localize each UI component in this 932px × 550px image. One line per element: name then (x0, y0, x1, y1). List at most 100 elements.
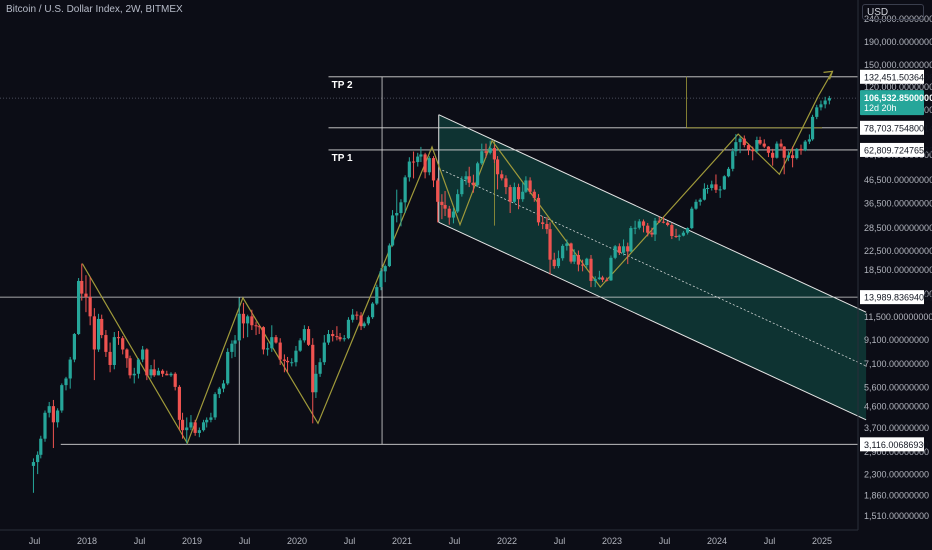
y-tick-label: 1,510.00000000 (864, 511, 929, 521)
candle-body (779, 143, 783, 147)
candle-body (254, 325, 258, 327)
candle-body (731, 151, 735, 169)
candle-body (326, 334, 331, 343)
candle-body (666, 222, 670, 226)
candle-body (686, 228, 690, 233)
candle-body (589, 258, 593, 281)
x-tick-label: Jul (134, 536, 146, 546)
candle-body (795, 148, 799, 159)
candle-body (694, 201, 698, 209)
level-price-label: 132,451.50364063 (864, 72, 932, 82)
x-tick-label: Jul (239, 536, 251, 546)
candle-body (532, 191, 536, 198)
candle-body (548, 229, 552, 260)
candle-body (411, 161, 416, 163)
x-tick-label: Jul (449, 536, 461, 546)
candle-body (395, 213, 399, 216)
candle-body (274, 337, 278, 343)
candle-body (314, 373, 318, 393)
candle-body (657, 220, 661, 222)
level-price-badge[interactable] (860, 290, 924, 305)
candle-body (201, 422, 206, 431)
candle-body (100, 318, 104, 336)
candle-body (807, 139, 811, 142)
candle-body (351, 314, 355, 320)
candle-body (755, 140, 759, 152)
candle-body (290, 362, 294, 364)
level-price-label: 3,116.00686930 (864, 440, 928, 450)
channel-lower-line[interactable] (438, 221, 867, 421)
candle-body (342, 338, 346, 340)
currency-button[interactable]: USD (862, 4, 924, 20)
candle-body (390, 215, 395, 246)
candle-body (536, 197, 541, 223)
tp-annotation: TP 1 (332, 153, 353, 164)
projection-arrow (817, 71, 834, 98)
x-tick-label: 2020 (287, 536, 307, 546)
candle-body (169, 373, 173, 376)
level-price-badge[interactable] (860, 69, 924, 84)
candle-body (132, 373, 136, 376)
candle-body (72, 334, 76, 360)
level-price-badge[interactable] (860, 437, 924, 452)
candle-body (569, 243, 573, 262)
candle-body (528, 180, 532, 192)
candle-body (226, 351, 230, 384)
candle-body (237, 313, 241, 341)
candle-body (810, 116, 815, 140)
candle-body (47, 406, 51, 413)
candle-body (500, 174, 504, 179)
candle-body (285, 360, 290, 363)
candle-body (322, 342, 326, 363)
candle-body (436, 180, 440, 202)
candle-body (815, 107, 819, 117)
candle-body (766, 146, 771, 153)
candle-body (451, 211, 456, 218)
level-price-badge[interactable] (860, 142, 924, 157)
pattern-zigzag[interactable] (81, 96, 819, 445)
candle-body (803, 141, 807, 151)
y-tick-label: 46,500.00000000 (864, 175, 932, 185)
candle-body (565, 243, 569, 246)
candle-body (403, 177, 407, 203)
candle-body (746, 145, 751, 150)
candle-body (64, 378, 68, 386)
last-price-badge[interactable] (860, 90, 924, 116)
candle-body (161, 370, 165, 374)
candle-body (791, 155, 795, 159)
candle-body (698, 199, 702, 202)
candle-body (177, 386, 181, 420)
arrow-head-icon (823, 70, 834, 80)
candle-body (387, 245, 391, 267)
countdown-label: 12d 20h (864, 103, 897, 113)
channel-fill (438, 114, 867, 420)
candle-body (266, 348, 270, 350)
candle-body (282, 359, 286, 361)
candle-body (661, 221, 666, 223)
channel-upper-line[interactable] (438, 114, 867, 313)
candle-body (246, 316, 250, 324)
candle-body (705, 187, 710, 189)
candle-body (545, 224, 549, 230)
x-tick-label: 2025 (812, 536, 832, 546)
level-price-label: 13,989.83694051 (864, 293, 932, 303)
level-price-label: 62,809.72476523 (864, 145, 932, 155)
candle-body (399, 202, 403, 214)
candle-body (104, 335, 108, 352)
candle-body (597, 277, 601, 280)
candle-body (338, 337, 342, 340)
candle-body (189, 422, 193, 428)
candle-body (217, 388, 221, 395)
candle-body (116, 337, 121, 339)
y-tick-label: 1,860.00000000 (864, 490, 929, 500)
candle-body (233, 340, 237, 344)
y-tick-label: 5,600.00000000 (864, 382, 929, 392)
candle-body (443, 205, 447, 209)
level-price-badge[interactable] (860, 120, 924, 135)
x-tick-label: 2024 (707, 536, 727, 546)
candle-body (108, 351, 112, 365)
y-tick-label: 2,300.00000000 (864, 470, 929, 480)
candle-body (221, 383, 226, 389)
